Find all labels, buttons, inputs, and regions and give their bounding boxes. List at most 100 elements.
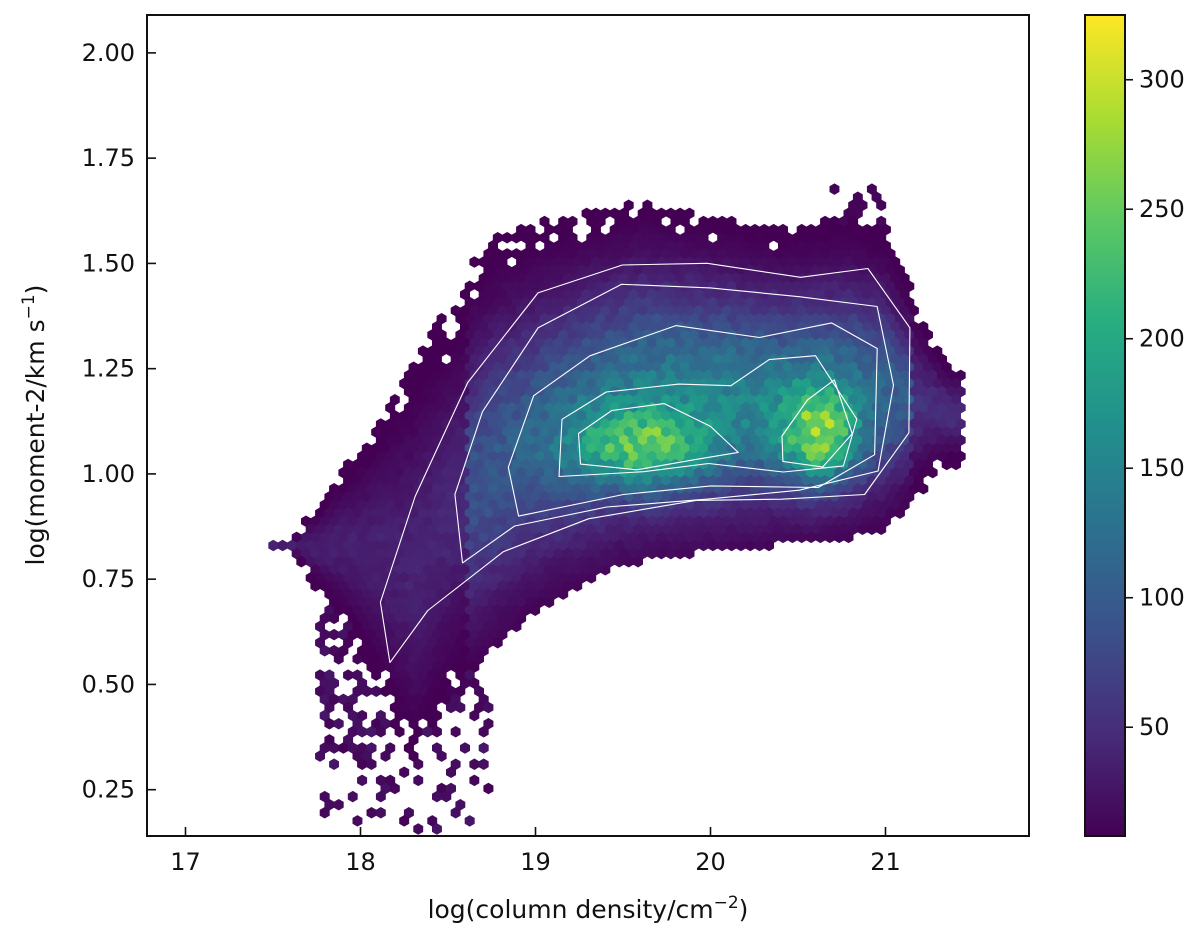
colorbar <box>1084 14 1126 837</box>
hex-cell <box>824 531 835 544</box>
hex-cell <box>315 750 326 762</box>
hex-cell <box>310 580 321 592</box>
hex-cell <box>558 588 569 600</box>
hex-cell <box>380 750 391 762</box>
hex-cell <box>796 531 807 544</box>
hex-cell <box>876 523 887 536</box>
hex-cell <box>333 653 344 665</box>
hex-cell <box>329 742 340 754</box>
hex-cell <box>469 709 480 722</box>
hex-cell <box>357 758 368 770</box>
hex-cell <box>876 199 887 212</box>
hex-cell <box>951 458 962 471</box>
hex-cell <box>389 782 400 795</box>
y-tick-label: 1.50 <box>82 249 135 277</box>
y-tick-label: 1.75 <box>82 144 135 172</box>
hex-cell <box>894 507 905 519</box>
hex-cell <box>735 539 746 552</box>
contour-line <box>781 379 853 468</box>
hex-cell <box>431 726 442 738</box>
hex-cell <box>445 766 457 779</box>
hex-cell <box>413 758 424 770</box>
hex-cell <box>586 572 597 584</box>
hex-cell <box>600 564 611 576</box>
hex-cell <box>483 782 494 795</box>
hex-cell <box>450 807 461 819</box>
hex-cell <box>413 823 424 835</box>
hex-cell <box>707 539 718 552</box>
hex-cell <box>371 685 382 698</box>
hex-cell <box>866 523 877 536</box>
hex-cell <box>319 807 330 819</box>
hex-cell <box>763 539 775 552</box>
hex-cell <box>394 726 405 738</box>
hex-cell <box>544 596 555 608</box>
hex-cell <box>656 547 667 560</box>
hex-cell <box>422 726 433 738</box>
hex-cell <box>459 742 471 754</box>
hex-cell <box>511 231 522 244</box>
hex-cell <box>319 645 330 657</box>
hex-cell <box>361 685 372 698</box>
hex-cell <box>375 726 386 738</box>
hex-cell <box>787 531 798 544</box>
hex-cell <box>754 539 765 552</box>
x-tick-label: 19 <box>520 848 551 876</box>
hex-cell <box>633 555 644 568</box>
hex-cell <box>352 653 363 665</box>
hex-cell <box>329 758 340 770</box>
hex-cell <box>478 742 489 754</box>
hex-cell <box>436 750 447 762</box>
hex-cell <box>445 701 457 714</box>
hex-cell <box>469 758 480 770</box>
y-tick-label: 0.25 <box>82 776 135 804</box>
x-tick-label: 20 <box>695 848 726 876</box>
x-tick-label: 17 <box>170 848 201 876</box>
hex-cell <box>268 539 279 552</box>
hex-cell <box>455 701 466 714</box>
hex-cell <box>483 701 494 714</box>
hex-cell <box>834 531 845 544</box>
hex-cell <box>375 790 386 803</box>
hex-cell <box>441 790 452 803</box>
hex-cell <box>413 774 424 787</box>
hex-cell <box>366 726 377 738</box>
hex-cell <box>469 256 480 268</box>
x-axis-ticks: 17 18 19 20 21 <box>170 827 901 876</box>
hex-cell <box>927 466 938 479</box>
hex-cell <box>684 547 695 560</box>
hex-cell <box>375 807 386 819</box>
hex-cell <box>829 183 840 195</box>
hex-cell <box>431 823 442 835</box>
hex-cell <box>357 726 368 738</box>
hex-cell <box>647 547 658 560</box>
x-tick-label: 18 <box>345 848 376 876</box>
hex-cell <box>329 628 340 641</box>
contour-line <box>558 355 858 478</box>
hex-cell <box>572 580 583 592</box>
hex-cell <box>530 604 541 617</box>
colorbar-tick-label: 150 <box>1139 454 1185 482</box>
hex-cell <box>324 717 335 730</box>
contour-line <box>507 322 878 517</box>
hex-cell <box>478 758 489 770</box>
x-tick-label: 21 <box>870 848 901 876</box>
y-axis-label: log(moment-2/km s−1) <box>19 285 50 566</box>
hex-cell <box>665 547 676 560</box>
hex-cell <box>399 766 410 779</box>
y-tick-label: 0.50 <box>82 670 135 698</box>
hex-cell <box>277 539 288 552</box>
hex-cell <box>338 742 349 754</box>
plot-frame <box>146 14 1030 837</box>
hex-cell <box>745 539 756 552</box>
contour-line <box>379 262 911 664</box>
hex-cell <box>450 726 461 738</box>
hex-cell <box>371 669 382 681</box>
hex-cell <box>815 531 826 544</box>
x-axis-label: log(column density/cm−2) <box>428 893 749 924</box>
hex-cell <box>343 669 354 681</box>
hex-cell <box>717 539 728 552</box>
hexbin-cells <box>268 183 966 835</box>
hex-cell <box>623 555 634 568</box>
colorbar-tick-label: 300 <box>1139 66 1185 94</box>
